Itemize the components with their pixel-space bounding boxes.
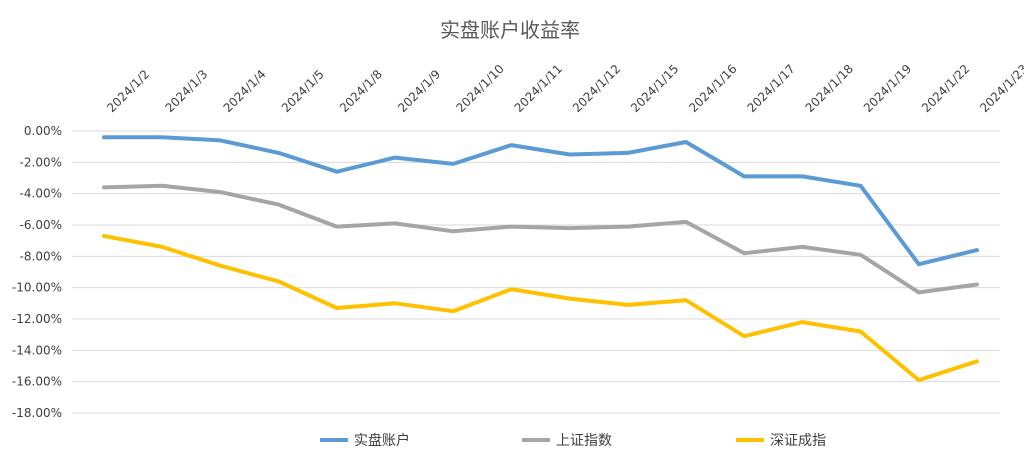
legend-label: 上证指数 bbox=[556, 433, 612, 449]
legend-label: 实盘账户 bbox=[354, 432, 410, 449]
series-line-2 bbox=[102, 183, 979, 295]
y-axis-ticks: 0.00% -2.00% -4.00% -6.00% -8.00% -10.00% -12.… bbox=[12, 124, 62, 420]
x-tick-label: 2024/1/9 bbox=[395, 67, 443, 115]
grid-layer bbox=[72, 130, 1000, 414]
x-tick-label: 2024/1/19 bbox=[861, 62, 914, 115]
y-tick-label: -10.00% bbox=[12, 281, 62, 295]
x-tick-label: 2024/1/3 bbox=[162, 67, 210, 115]
legend-label: 深证成指 bbox=[770, 433, 826, 449]
series-line-1 bbox=[102, 135, 979, 267]
y-tick-label: -16.00% bbox=[12, 375, 62, 389]
x-tick-label: 2024/1/8 bbox=[337, 67, 385, 115]
y-tick-label: 0.00% bbox=[24, 124, 62, 138]
series-line-3 bbox=[102, 234, 979, 383]
x-tick-label: 2024/1/16 bbox=[686, 62, 739, 115]
series-layer bbox=[102, 135, 979, 383]
x-tick-label: 2024/1/17 bbox=[744, 62, 797, 115]
chart-title: 实盘账户收益率 bbox=[440, 18, 580, 42]
x-tick-label: 2024/1/11 bbox=[512, 62, 565, 115]
x-tick-label: 2024/1/18 bbox=[803, 62, 856, 115]
y-tick-label: -14.00% bbox=[12, 343, 62, 357]
x-tick-label: 2024/1/22 bbox=[919, 62, 972, 115]
y-tick-label: -12.00% bbox=[12, 312, 62, 326]
x-tick-label: 2024/1/5 bbox=[279, 67, 327, 115]
y-tick-label: -2.00% bbox=[20, 155, 62, 169]
x-tick-label: 2024/1/10 bbox=[453, 62, 506, 115]
legend: 实盘账户 上证指数 深证成指 bbox=[320, 432, 826, 449]
y-tick-label: -8.00% bbox=[20, 249, 62, 263]
x-axis-ticks: 2024/1/2 2024/1/3 2024/1/4 2024/1/5 2024/1/8… bbox=[104, 62, 1024, 115]
y-tick-label: -4.00% bbox=[20, 187, 62, 201]
x-tick-label: 2024/1/15 bbox=[628, 62, 681, 115]
y-tick-label: -6.00% bbox=[20, 218, 62, 232]
y-tick-label: -18.00% bbox=[12, 406, 62, 420]
x-tick-label: 2024/1/23 bbox=[977, 62, 1024, 115]
x-tick-label: 2024/1/2 bbox=[104, 67, 152, 115]
x-tick-label: 2024/1/4 bbox=[221, 67, 269, 115]
x-tick-label: 2024/1/12 bbox=[570, 62, 623, 115]
